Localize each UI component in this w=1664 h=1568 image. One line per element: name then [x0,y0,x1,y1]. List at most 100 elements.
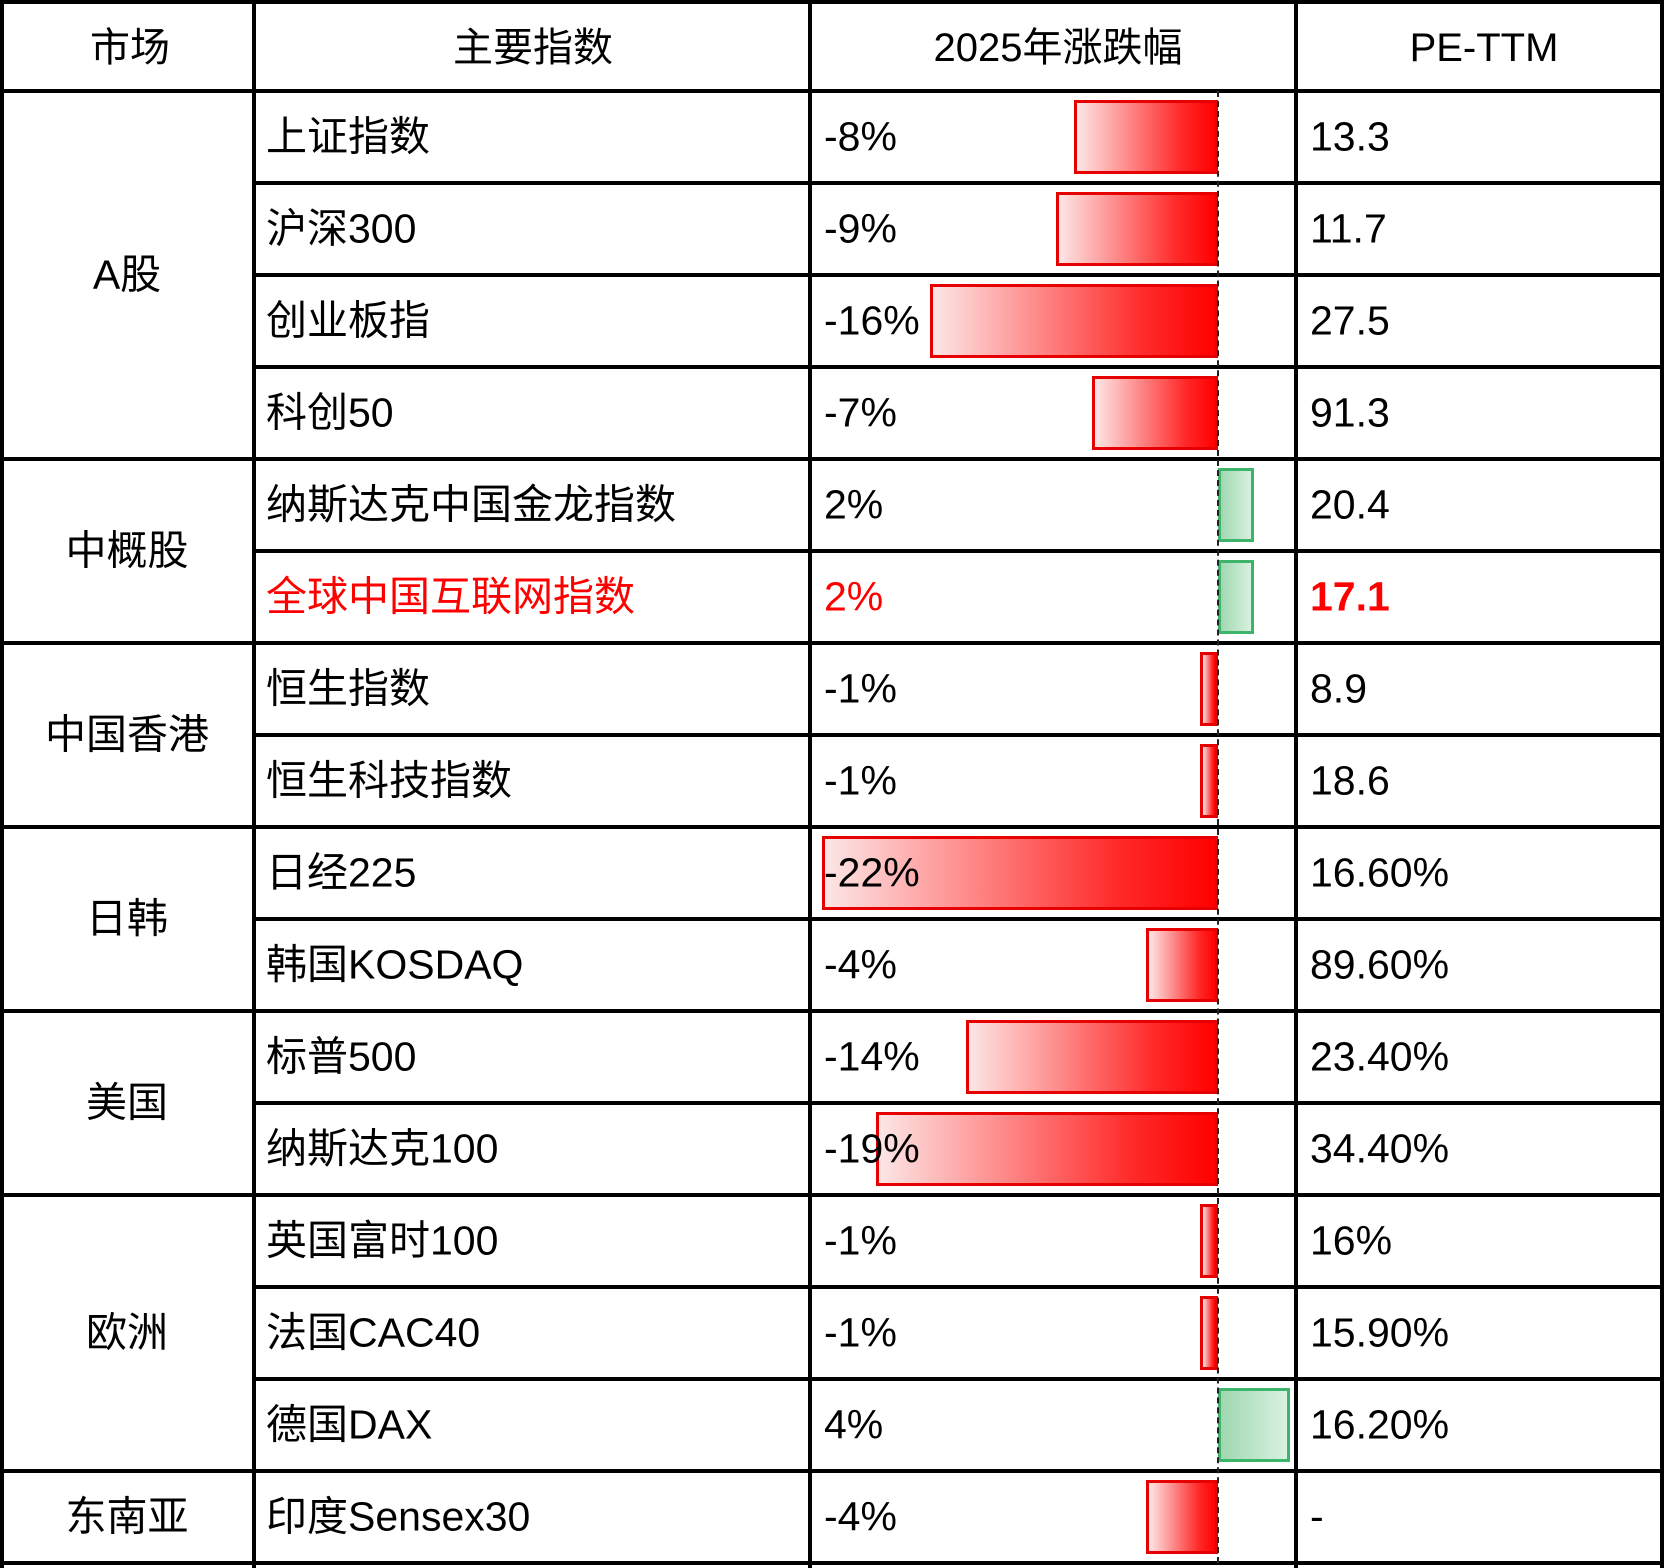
change-bar [1200,744,1218,818]
pe-value: 16.60% [1310,849,1450,896]
change-label: -1% [824,757,897,804]
grid-line-horizontal [254,1285,1664,1289]
market-label: 日韩 [86,895,168,942]
market-label: 中国香港 [45,711,209,758]
zero-baseline [1217,91,1219,1563]
change-bar [1218,560,1254,634]
change-label: -4% [824,1493,897,1540]
index-name: 全球中国互联网指数 [266,573,635,620]
grid-line-horizontal [254,1101,1664,1105]
change-bar [1218,468,1254,542]
grid-line-horizontal [0,0,1664,4]
change-label: 2% [824,481,884,528]
market-label: 欧洲 [86,1309,168,1356]
change-bar [966,1020,1218,1094]
pe-value: 15.90% [1310,1309,1450,1356]
grid-line-vertical [0,0,4,1568]
change-bar [1200,652,1218,726]
grid-line-horizontal [0,1561,1664,1565]
change-bar [1092,376,1218,450]
index-name: 纳斯达克中国金龙指数 [266,481,676,528]
grid-line-horizontal [254,733,1664,737]
header-pe: PE-TTM [1409,26,1559,70]
change-label: -8% [824,113,897,160]
change-label: -1% [824,665,897,712]
change-bar [1218,1388,1290,1462]
index-name: 恒生科技指数 [266,757,512,804]
pe-value: 17.1 [1310,573,1390,620]
market-label: 美国 [86,1079,168,1126]
grid-line-horizontal [254,549,1664,553]
grid-line-vertical [1294,0,1298,1568]
change-label: 2% [824,573,884,620]
change-label: -22% [824,849,920,896]
pe-value: 8.9 [1310,665,1367,712]
index-name: 标普500 [266,1033,417,1080]
header-market: 市场 [90,26,170,70]
change-bar [1146,928,1218,1002]
pe-value: 91.3 [1310,389,1390,436]
pe-value: 16.20% [1310,1401,1450,1448]
change-label: -14% [824,1033,920,1080]
index-name: 科创50 [266,389,394,436]
market-label: 东南亚 [65,1493,189,1540]
change-bar [1200,1204,1218,1278]
index-name: 日经225 [266,849,417,896]
grid-line-horizontal [0,1009,1664,1013]
grid-line-vertical [252,0,256,1568]
change-label: -4% [824,941,897,988]
index-name: 德国DAX [266,1401,433,1448]
change-label: -9% [824,205,897,252]
pe-value: 13.3 [1310,113,1390,160]
index-name: 恒生指数 [266,665,430,712]
pe-value: 20.4 [1310,481,1390,528]
change-bar [1074,100,1218,174]
pe-value: 18.6 [1310,757,1390,804]
change-bar [876,1112,1218,1186]
pe-value: 16% [1310,1217,1393,1264]
grid-line-vertical [808,0,812,1568]
change-bar [930,284,1218,358]
index-name: 上证指数 [266,113,430,160]
change-bar [822,836,1218,910]
index-name: 法国CAC40 [266,1309,481,1356]
index-name: 英国富时100 [266,1217,499,1264]
change-label: 4% [824,1401,884,1448]
grid-line-horizontal [254,1377,1664,1381]
index-name: 印度Sensex30 [266,1493,531,1540]
grid-line-horizontal [254,917,1664,921]
change-bar [1200,1296,1218,1370]
change-bar [1146,1480,1218,1554]
index-name: 韩国KOSDAQ [266,941,524,988]
pe-value: 23.40% [1310,1033,1450,1080]
grid-line-horizontal [254,181,1664,185]
pe-value: 89.60% [1310,941,1450,988]
market-label: A股 [92,251,162,298]
grid-line-horizontal [0,457,1664,461]
change-bar [1056,192,1218,266]
change-label: -16% [824,297,920,344]
change-label: -19% [824,1125,920,1172]
index-name: 沪深300 [266,205,417,252]
pe-value: 34.40% [1310,1125,1450,1172]
grid-line-horizontal [0,89,1664,93]
index-name: 创业板指 [266,297,430,344]
grid-line-horizontal [0,641,1664,645]
change-label: -7% [824,389,897,436]
grid-line-horizontal [254,273,1664,277]
market-label: 中概股 [65,527,189,574]
grid-line-horizontal [0,1469,1664,1473]
grid-line-horizontal [0,1193,1664,1197]
change-label: -1% [824,1217,897,1264]
header-index: 主要指数 [453,26,613,70]
index-name: 纳斯达克100 [266,1125,499,1172]
header-change: 2025年涨跌幅 [933,26,1183,70]
grid-line-horizontal [0,825,1664,829]
pe-value: 27.5 [1310,297,1390,344]
grid-line-vertical [1660,0,1664,1568]
grid-line-horizontal [254,365,1664,369]
pe-value: - [1310,1493,1324,1540]
pe-value: 11.7 [1310,205,1387,252]
change-label: -1% [824,1309,897,1356]
